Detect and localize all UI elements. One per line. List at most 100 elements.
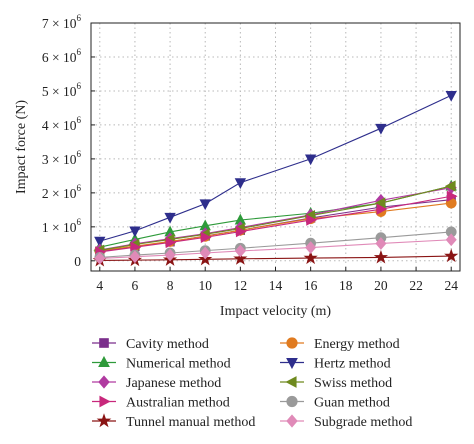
legend-label: Subgrade method — [314, 415, 412, 430]
legend-item: Tunnel manual method — [92, 413, 255, 430]
data-point — [446, 190, 458, 202]
y-tick-exponent: 6 — [77, 149, 82, 159]
legend-marker — [286, 337, 298, 349]
legend-marker — [99, 395, 111, 408]
y-tick-base: 2 × 10 — [42, 186, 77, 201]
legend-label: Cavity method — [126, 337, 209, 352]
x-tick-label: 16 — [304, 278, 318, 293]
data-point — [233, 251, 248, 265]
y-tick-base: 4 × 10 — [42, 118, 77, 133]
legend-item: Swiss method — [280, 376, 392, 391]
legend-item: Numerical method — [92, 355, 231, 372]
y-tick-label: 1 × 106 — [42, 217, 82, 235]
y-tick-label: 7 × 106 — [42, 13, 82, 31]
data-point — [375, 237, 387, 250]
legend-label: Numerical method — [126, 357, 231, 372]
y-tick-base: 5 × 10 — [42, 84, 77, 99]
legend-label: Japanese method — [126, 376, 221, 391]
data-point — [445, 233, 457, 247]
grid-lines — [91, 22, 460, 271]
legend-item: Hertz method — [280, 357, 391, 372]
data-point — [303, 250, 318, 265]
x-tick-label: 20 — [374, 278, 388, 293]
data-point — [235, 225, 247, 238]
data-point — [234, 244, 246, 258]
series-line — [99, 239, 452, 259]
series-numerical-method — [94, 179, 457, 252]
data-point — [164, 212, 176, 224]
y-tick-label: 5 × 106 — [42, 81, 82, 99]
series-line — [99, 187, 452, 251]
data-point — [94, 236, 106, 248]
data-point — [444, 248, 459, 263]
series-subgrade-method — [94, 233, 457, 265]
data-point — [234, 178, 247, 190]
data-point — [373, 249, 389, 264]
series-line — [99, 185, 452, 251]
legend-item: Guan method — [280, 396, 390, 411]
y-tick-label: 3 × 106 — [42, 149, 82, 167]
legend-marker — [286, 395, 298, 408]
y-tick-label: 2 × 106 — [42, 183, 82, 201]
x-tick-label: 8 — [167, 278, 174, 293]
data-point — [306, 214, 318, 226]
series-line — [99, 195, 452, 253]
data-point — [444, 180, 456, 192]
x-tick-label: 10 — [198, 278, 212, 293]
legend-item: Energy method — [280, 337, 400, 352]
x-tick-label: 4 — [96, 278, 103, 293]
x-tick-label: 22 — [409, 278, 423, 293]
y-tick-exponent: 6 — [77, 13, 82, 23]
legend-label: Energy method — [314, 337, 400, 352]
data-point — [164, 248, 176, 262]
y-tick-base: 1 × 10 — [42, 220, 77, 235]
y-tick-label: 4 × 106 — [42, 115, 82, 133]
x-tick-label: 24 — [444, 278, 458, 293]
x-tick-label: 18 — [339, 278, 353, 293]
axis-labels: Impact velocity (m) Impact force (N) — [14, 100, 331, 319]
series-line — [99, 202, 452, 252]
y-tick-label: 6 × 106 — [42, 47, 82, 65]
y-tick-exponent: 6 — [77, 47, 82, 57]
legend-label: Hertz method — [314, 357, 391, 372]
series-hertz-method — [94, 90, 457, 248]
data-point — [199, 246, 211, 260]
y-tick-exponent: 6 — [77, 183, 82, 193]
data-point — [305, 241, 317, 254]
y-tick-exponent: 6 — [77, 115, 82, 125]
y-tick-base: 3 × 10 — [42, 152, 77, 167]
legend-item: Japanese method — [92, 375, 221, 391]
series-australian-method — [95, 190, 458, 258]
legend-item: Subgrade method — [280, 414, 412, 430]
legend-label: Swiss method — [314, 376, 392, 391]
legend-marker — [96, 413, 112, 428]
data-point — [375, 123, 387, 135]
legend-marker — [286, 414, 298, 428]
data-point — [165, 236, 177, 249]
series-line — [99, 255, 452, 262]
data-point — [129, 226, 141, 238]
data-point — [304, 154, 317, 166]
y-tick-exponent: 6 — [77, 81, 82, 91]
legend-marker — [98, 375, 110, 389]
legend-label: Australian method — [126, 396, 230, 411]
series-line — [99, 94, 452, 242]
legend-label: Tunnel manual method — [126, 415, 255, 430]
y-tick-label: 0 — [74, 254, 81, 269]
legend-marker — [99, 338, 109, 348]
x-axis-label: Impact velocity (m) — [220, 304, 332, 319]
x-tick-label: 14 — [269, 278, 283, 293]
data-point — [445, 90, 457, 102]
series-line — [99, 231, 452, 258]
y-tick-exponent: 6 — [77, 217, 82, 227]
data-point — [94, 252, 106, 265]
legend-marker — [285, 376, 297, 388]
legend-item: Australian method — [92, 396, 230, 411]
y-tick-base: 0 — [74, 254, 81, 269]
x-tick-label: 12 — [234, 278, 248, 293]
y-tick-base: 6 × 10 — [42, 50, 77, 65]
data-point — [129, 250, 141, 264]
data-series — [92, 90, 459, 267]
